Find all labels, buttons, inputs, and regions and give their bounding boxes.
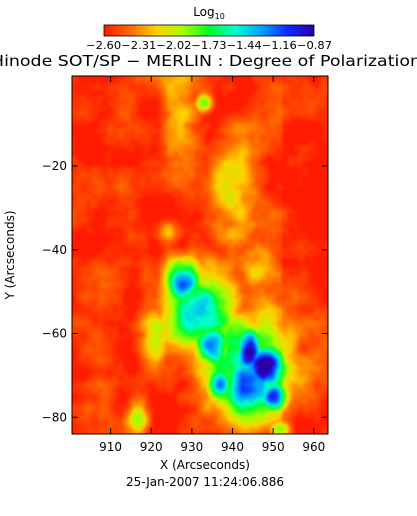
x-tick-label: 910 [99, 440, 122, 454]
timestamp: 25-Jan-2007 11:24:06.886 [126, 475, 284, 489]
x-axis: 910 920 930 940 950 960 [99, 76, 325, 454]
chart-title: Hinode SOT/SP − MERLIN : Degree of Polar… [0, 52, 417, 70]
y-tick-label: −20 [42, 159, 67, 173]
colorbar-title-subscript: 10 [215, 12, 225, 21]
y-tick-label: −60 [42, 327, 67, 341]
x-tick-label: 960 [302, 440, 325, 454]
y-tick-label: −80 [42, 410, 67, 424]
y-tick-label: −40 [42, 243, 67, 257]
plot-frame [71, 75, 329, 435]
x-tick-label: 930 [180, 440, 203, 454]
colorbar-title: Log10 [193, 5, 225, 21]
colorbar [103, 24, 315, 37]
polarization-heatmap [72, 76, 328, 434]
x-axis-title: X (Arcseconds) [160, 458, 250, 472]
x-tick-label: 920 [140, 440, 163, 454]
y-axis: −20 −40 −60 −80 [42, 159, 328, 424]
colorbar-tick-labels: −2.60−2.31−2.02−1.73−1.44−1.16−0.87 [86, 40, 332, 52]
x-tick-label: 950 [262, 440, 285, 454]
colorbar-title-text: Log [193, 5, 214, 19]
x-tick-label: 940 [221, 440, 244, 454]
y-axis-title: Y (Arcseconds) [3, 210, 17, 300]
